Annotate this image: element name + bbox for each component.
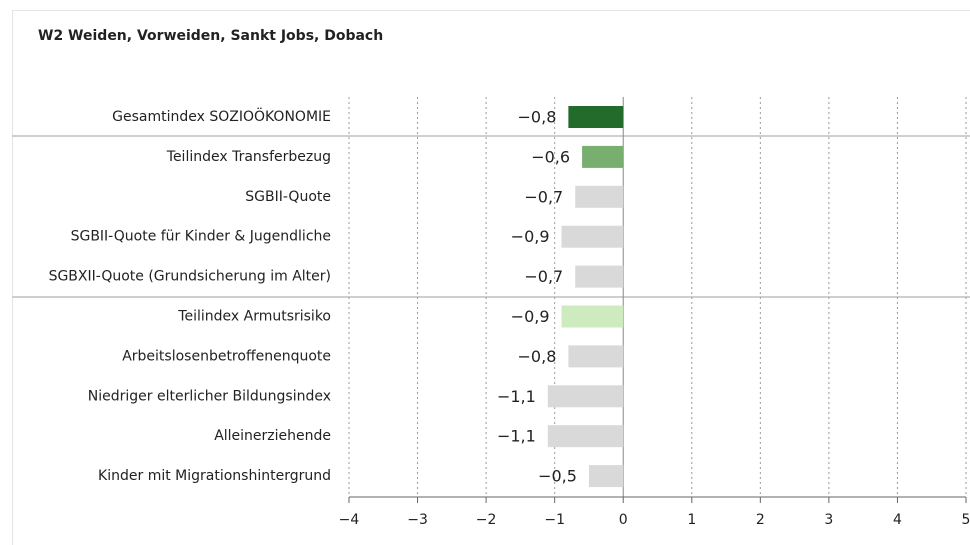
category-label: Arbeitslosenbetroffenenquote (122, 348, 331, 364)
category-label: SGBII-Quote (245, 189, 331, 205)
bar (547, 385, 624, 408)
category-label: SGBXII-Quote (Grundsicherung im Alter) (49, 269, 331, 285)
value-label: −0,8 (518, 347, 557, 366)
x-tick-label: −1 (544, 512, 565, 528)
category-label: Kinder mit Migrationshintergrund (98, 468, 331, 484)
value-label: −1,1 (497, 387, 536, 406)
bar (547, 425, 624, 448)
value-label: −0,6 (531, 147, 570, 166)
chart-title: W2 Weiden, Vorweiden, Sankt Jobs, Dobach (38, 28, 383, 44)
category-label: Alleinerziehende (214, 428, 331, 444)
category-label: Teilindex Armutsrisiko (177, 309, 331, 325)
x-tick-label: −3 (407, 512, 428, 528)
x-tick-label: 0 (619, 512, 628, 528)
value-label: −0,5 (538, 467, 577, 486)
x-tick-label: −2 (476, 512, 497, 528)
value-label: −0,9 (511, 307, 550, 326)
bar (575, 265, 624, 288)
bar (575, 185, 624, 208)
bar (582, 145, 624, 168)
value-label: −0,7 (524, 267, 563, 286)
bar (588, 465, 624, 488)
bar (568, 345, 624, 368)
x-tick-label: 5 (962, 512, 970, 528)
category-label: SGBII-Quote für Kinder & Jugendliche (71, 229, 331, 245)
x-tick-label: 3 (824, 512, 833, 528)
x-tick-label: 4 (893, 512, 902, 528)
value-label: −1,1 (497, 427, 536, 446)
x-tick-label: −4 (339, 512, 360, 528)
bar (568, 106, 624, 128)
x-tick-label: 1 (687, 512, 696, 528)
value-label: −0,9 (511, 227, 550, 246)
category-label: Niedriger elterlicher Bildungsindex (88, 388, 331, 404)
card-border (12, 10, 970, 545)
value-label: −0,8 (518, 108, 557, 127)
value-label: −0,7 (524, 187, 563, 206)
bar (561, 225, 624, 248)
category-label: Gesamtindex SOZIOÖKONOMIE (112, 107, 331, 125)
bar (561, 305, 624, 328)
category-label: Teilindex Transferbezug (166, 149, 331, 165)
x-tick-label: 2 (756, 512, 765, 528)
